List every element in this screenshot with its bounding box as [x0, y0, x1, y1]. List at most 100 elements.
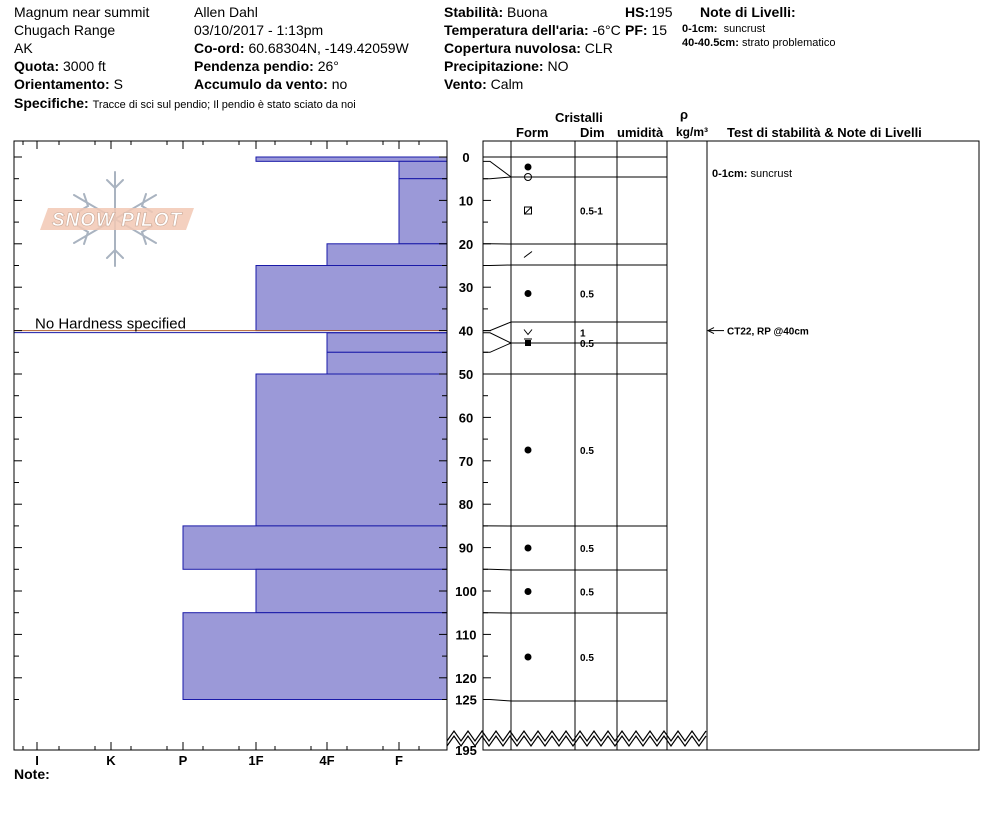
grain-size: 0.5	[580, 653, 594, 664]
grain-size: 1	[580, 329, 586, 340]
depth-label: 90	[459, 541, 473, 556]
hardness-bar	[255, 156, 448, 162]
depth-label: 30	[459, 280, 473, 295]
hardness-bar	[326, 332, 448, 353]
crystals-frame	[482, 140, 980, 751]
sky-value: CLR	[584, 40, 613, 56]
coord-row: Co-ord: 60.68304N, -149.42059W	[194, 40, 409, 56]
layer-note-2: 40-40.5cm: strato problematico	[682, 37, 835, 50]
slope-label: Pendenza pendio:	[194, 58, 314, 74]
grain-size: 0.5	[580, 544, 594, 555]
datetime: 03/10/2017 - 1:13pm	[194, 22, 324, 38]
faceted-rounded-diagonal	[524, 206, 532, 215]
stability-notes-header: Test di stabilità & Note di Livelli	[727, 125, 922, 140]
density-unit-header: kg/m³	[676, 125, 709, 139]
depth-label: 80	[459, 497, 473, 512]
grain-size: 0.5	[580, 446, 594, 457]
melt-freeze-symbol	[525, 340, 531, 346]
note-label: Note:	[14, 766, 50, 782]
hardness-bar	[182, 525, 448, 570]
rho-header: ρ	[680, 107, 689, 122]
wind-label: Vento:	[444, 76, 487, 92]
hardness-bar	[182, 612, 448, 701]
crystals-header: Cristalli	[555, 110, 603, 125]
stability-test-result: CT22, RP @40cm	[727, 327, 809, 338]
hardness-frame	[13, 140, 448, 751]
air-temp-row: Temperatura dell'aria: -6°C	[444, 22, 621, 38]
range: Chugach Range	[14, 22, 116, 38]
hardness-label: K	[106, 753, 116, 768]
stability-note-text: suncrust	[747, 168, 792, 180]
hs-row: HS:195	[625, 4, 672, 20]
hardness-bar	[398, 178, 448, 245]
air-temp-label: Temperatura dell'aria:	[444, 22, 589, 38]
precip-row: Precipitazione: NO	[444, 58, 568, 74]
hardness-bar	[326, 243, 448, 267]
stability-row: Stabilità: Buona	[444, 4, 548, 20]
hardness-label: P	[179, 753, 188, 768]
stability-label: Stabilità:	[444, 4, 504, 20]
wind-load-row: Accumulo da vento: no	[194, 76, 347, 92]
rounded-grain-symbol	[524, 163, 532, 171]
test-arrow-head	[706, 327, 715, 335]
layer-connector	[483, 264, 512, 266]
precip-label: Precipitazione:	[444, 58, 544, 74]
grain-size: 0.5	[580, 339, 594, 350]
sky-label: Copertura nuvolosa:	[444, 40, 581, 56]
specifics-row: Specifiche: Tracce di sci sul pendio; Il…	[14, 95, 356, 113]
humidity-header: umidità	[617, 125, 664, 140]
surface-hoar-symbol	[523, 329, 533, 336]
layer-connector	[483, 342, 512, 353]
depth-label: 125	[455, 693, 477, 708]
logo-text: SNOW PILOT	[52, 210, 183, 231]
rounded-grain-symbol	[524, 544, 532, 552]
layer-connector	[483, 332, 512, 344]
rounded-grain-symbol	[524, 446, 532, 454]
wind-load-label: Accumulo da vento:	[194, 76, 328, 92]
elevation-label: Quota:	[14, 58, 60, 74]
grain-size: 0.5-1	[580, 207, 603, 218]
layer-connector	[483, 321, 512, 332]
slope-row: Pendenza pendio: 26°	[194, 58, 339, 74]
layer-note-1-text: suncrust	[723, 23, 766, 35]
hs-value: 195	[649, 4, 673, 20]
form-header: Form	[516, 125, 549, 140]
snowpilot-logo: SNOW PILOT	[40, 171, 194, 267]
observer: Allen Dahl	[194, 4, 258, 20]
rounded-grain-symbol	[524, 653, 532, 661]
depth-label: 20	[459, 237, 473, 252]
coord-label: Co-ord:	[194, 40, 245, 56]
depth-label: 110	[456, 627, 477, 642]
no-hardness-label: No Hardness specified	[35, 316, 186, 333]
specifics-value: Tracce di sci sul pendio; Il pendio è st…	[92, 99, 356, 111]
elevation-value: 3000 ft	[63, 58, 106, 74]
depth-label: 0	[462, 150, 469, 165]
hardness-bar	[255, 373, 448, 527]
wind-load-value: no	[331, 76, 348, 92]
stability-value: Buona	[507, 4, 548, 20]
stability-note-suncrust: 0-1cm: suncrust	[712, 168, 792, 180]
hardness-label: 4F	[319, 753, 334, 768]
depth-break	[446, 729, 707, 743]
pf-value: 15	[651, 22, 668, 38]
layer-connector	[483, 568, 512, 571]
depth-label: 10	[459, 193, 473, 208]
hardness-bar	[255, 568, 448, 614]
hardness-bar	[398, 160, 448, 180]
depth-label: 120	[455, 671, 477, 686]
decomposing-symbol	[523, 251, 533, 258]
aspect-value: S	[113, 76, 123, 92]
faceted-rounded-symbol	[524, 206, 532, 215]
rounded-grain-symbol	[524, 290, 532, 297]
hardness-bar	[255, 265, 448, 332]
layer-note-1: 0-1cm: suncrust	[682, 23, 765, 36]
specifics-label: Specifiche:	[14, 95, 89, 111]
layer-notes-title: Note di Livelli:	[700, 4, 796, 20]
pf-row: PF: 15	[625, 22, 668, 38]
stability-note-range: 0-1cm:	[712, 168, 747, 180]
location: Magnum near summit	[14, 4, 150, 20]
dim-header: Dim	[580, 125, 605, 140]
elevation-row: Quota: 3000 ft	[14, 58, 106, 74]
depth-label: 195	[455, 743, 477, 758]
